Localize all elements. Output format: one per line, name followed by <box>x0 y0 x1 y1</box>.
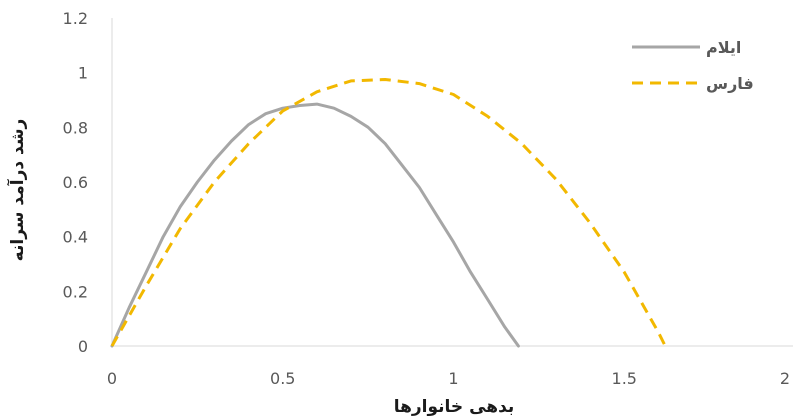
series-layer <box>110 78 667 348</box>
legend-label-ilam: ایلام <box>706 38 741 57</box>
y-tick-label: 1 <box>78 64 88 83</box>
x-tick-label: 1.5 <box>612 369 637 388</box>
series-line-0 <box>110 102 520 348</box>
legend: ایلام فارس <box>632 38 754 93</box>
x-tick-label: 0.5 <box>270 369 295 388</box>
x-axis-title: بدهی خانوارها <box>394 397 515 416</box>
series-line-1 <box>110 78 667 347</box>
y-tick-label: 0 <box>78 337 88 356</box>
ticks-layer: 0 0.2 0.4 0.6 0.8 1 1.2 0 0.5 1 1.5 2 <box>63 9 790 388</box>
x-tick-label: 0 <box>107 369 117 388</box>
legend-label-fars: فارس <box>706 74 754 93</box>
y-tick-label: 1.2 <box>63 9 88 28</box>
axes-layer <box>111 18 793 347</box>
x-tick-label: 1 <box>448 369 458 388</box>
y-tick-label: 0.8 <box>63 118 88 137</box>
y-tick-label: 0.2 <box>63 282 88 301</box>
y-axis-title: رشد درآمد سرانه <box>6 119 28 262</box>
y-tick-label: 0.6 <box>63 173 88 192</box>
x-tick-label: 2 <box>780 369 790 388</box>
y-tick-label: 0.4 <box>63 228 88 247</box>
